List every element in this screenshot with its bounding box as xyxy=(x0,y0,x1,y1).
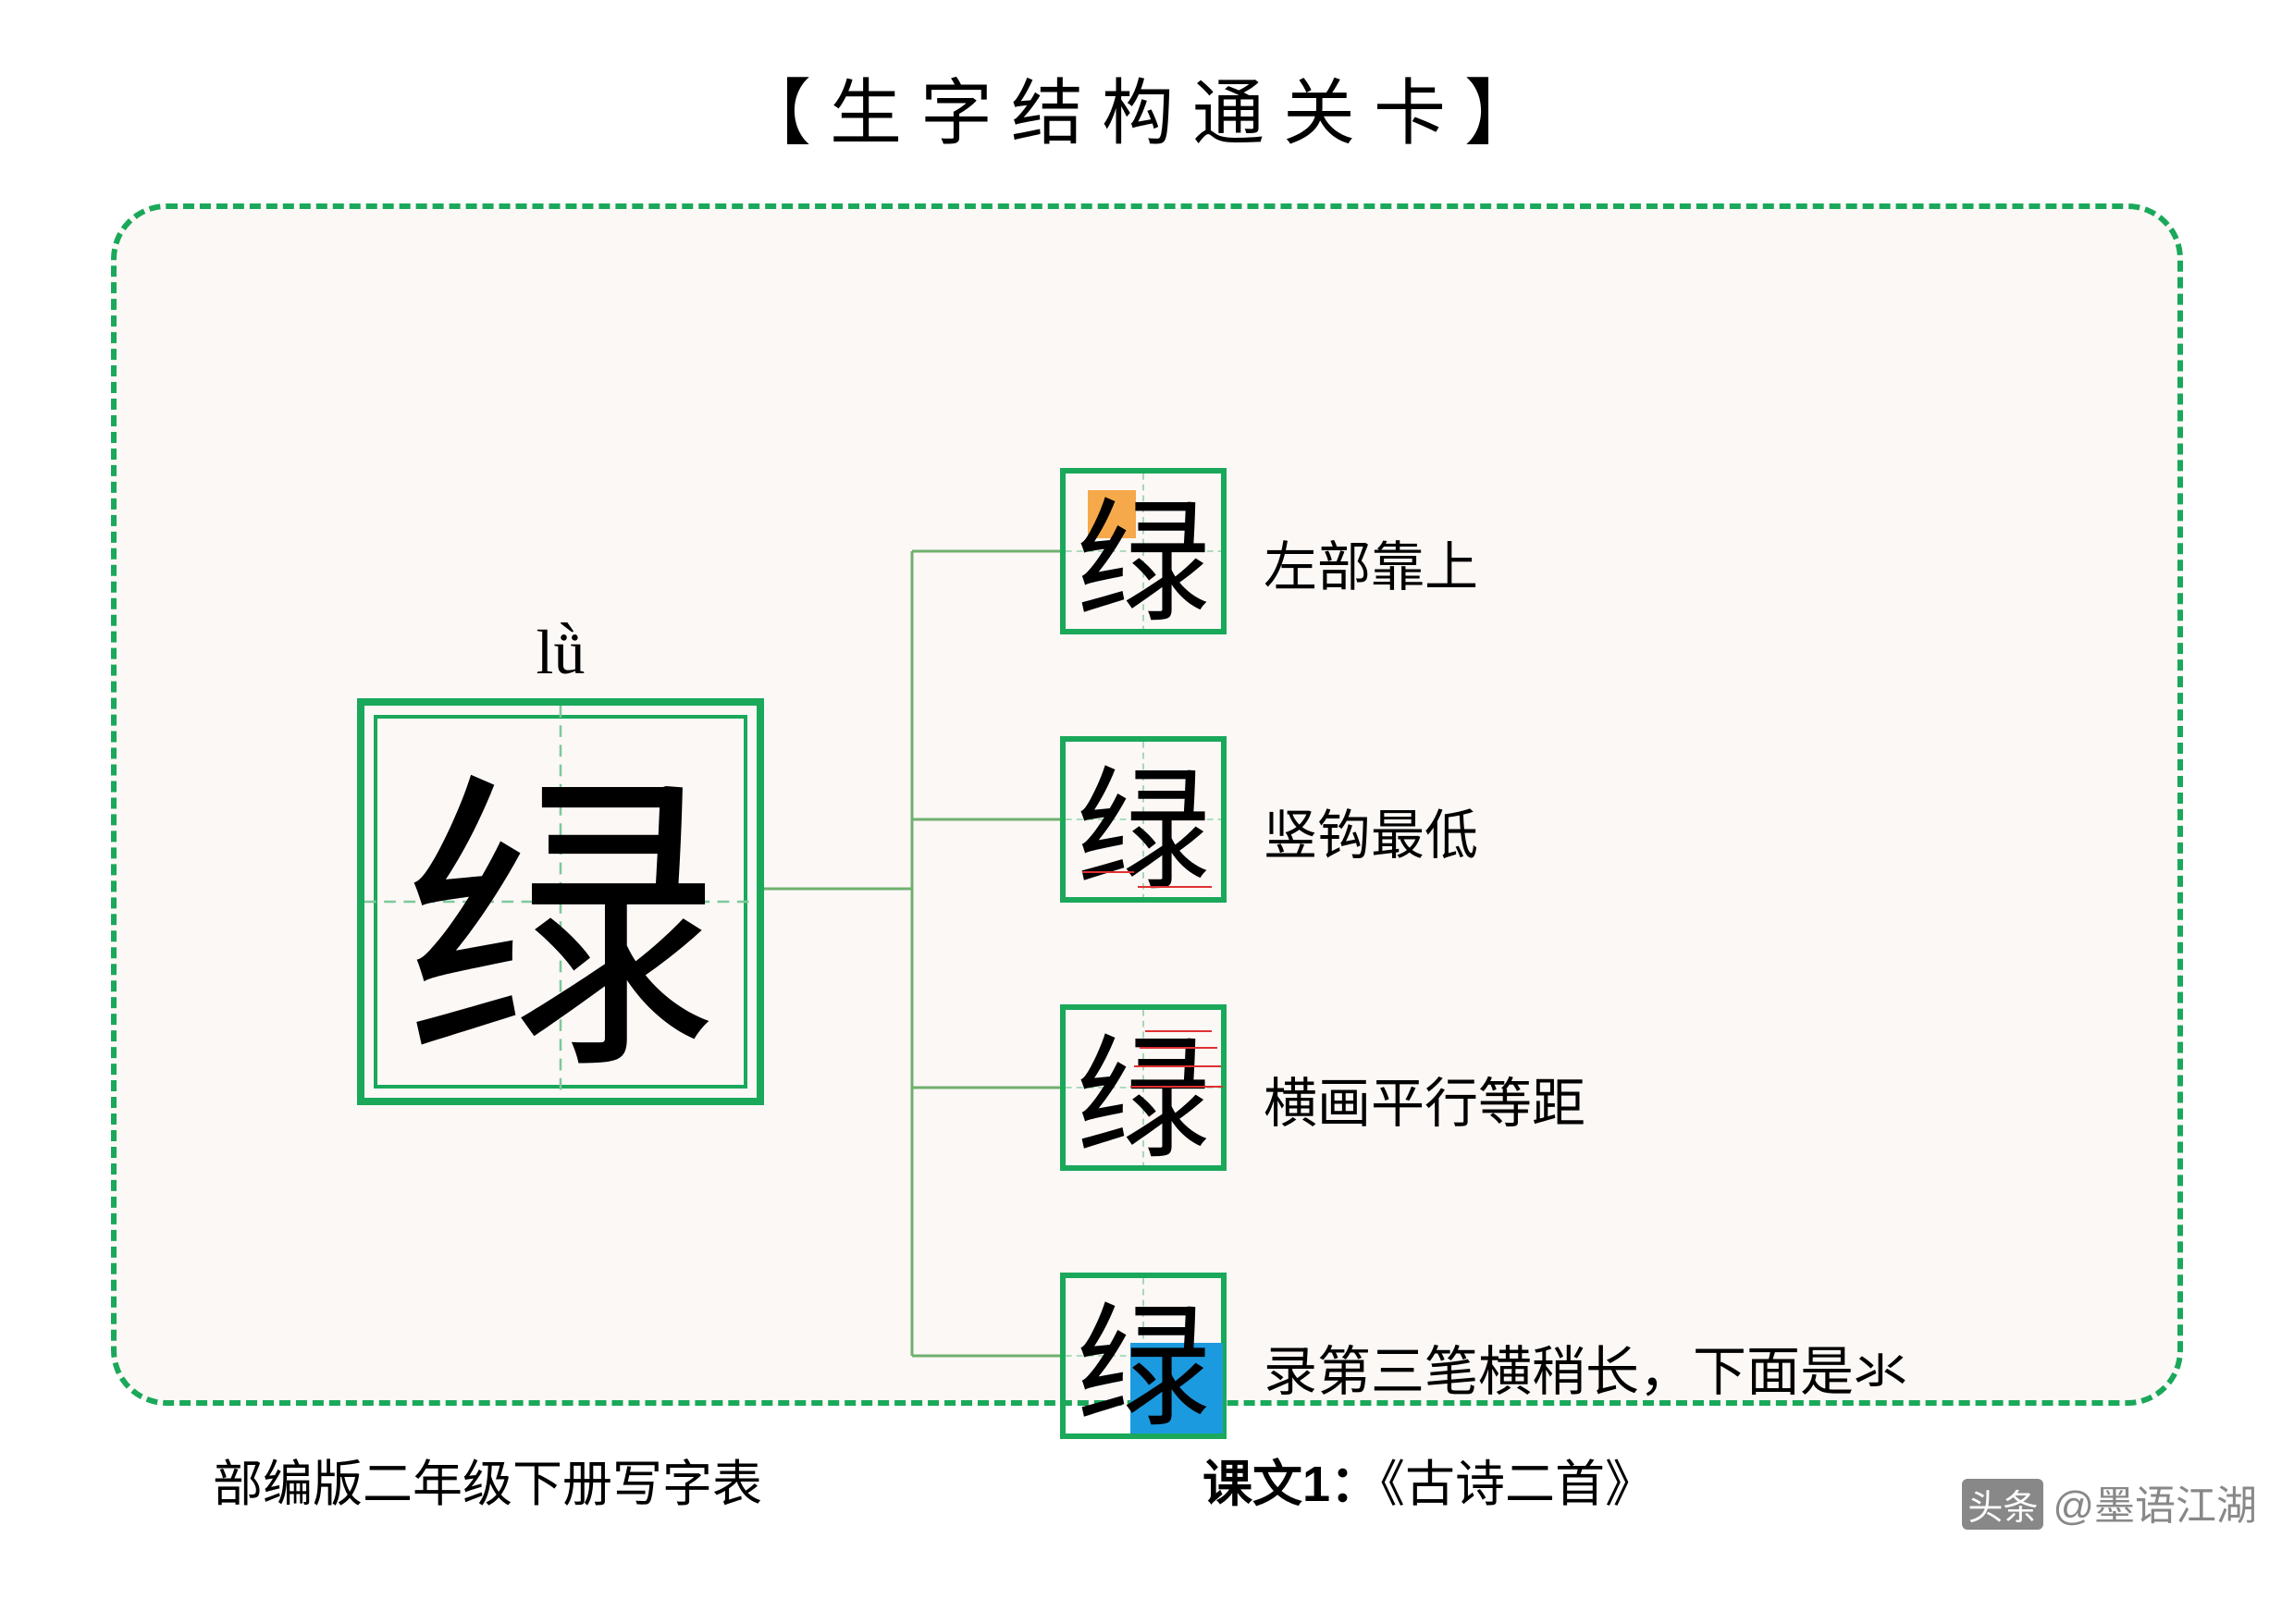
main-character-glyph: 绿 xyxy=(364,706,757,1098)
small-character-glyph: 绿 xyxy=(1066,742,1221,897)
footer-right-text: 课文1：《古诗二首》 xyxy=(1202,1443,1655,1516)
main-character-grid: 绿 xyxy=(357,698,764,1105)
small-character-grid: 绿 xyxy=(1060,1004,1227,1171)
small-character-grid: 绿 xyxy=(1060,736,1227,903)
structure-note: 左部靠上 xyxy=(1264,523,1478,601)
small-character-glyph: 绿 xyxy=(1066,1010,1221,1165)
footer-lesson-label: 课文1： xyxy=(1202,1457,1380,1512)
annotation-line xyxy=(1140,1047,1217,1049)
structure-note: 竖钩最低 xyxy=(1264,792,1478,869)
main-character-block: lǜ 绿 xyxy=(357,616,764,1105)
annotation-line xyxy=(1082,871,1134,873)
small-character-grid: 绿 xyxy=(1060,468,1227,634)
watermark-handle: @墨语江湖 xyxy=(2053,1483,2257,1529)
annotation-line xyxy=(1138,886,1212,888)
small-character-glyph: 绿 xyxy=(1066,474,1221,629)
small-character-grid: 绿 xyxy=(1060,1273,1227,1439)
footer-lesson-title: 《古诗二首》 xyxy=(1380,1457,1655,1512)
annotation-line xyxy=(1130,1086,1223,1088)
annotation-line xyxy=(1134,1065,1221,1067)
watermark: 头条@墨语江湖 xyxy=(1962,1472,2257,1532)
page-title: 【生字结构通关卡】 xyxy=(0,0,2294,159)
footer-left-text: 部编版二年级下册写字表 xyxy=(213,1443,762,1516)
structure-note: 录第三笔横稍长，下面是氺 xyxy=(1264,1328,1907,1406)
structure-note: 横画平行等距 xyxy=(1264,1060,1585,1138)
annotation-line xyxy=(1145,1030,1212,1032)
watermark-badge: 头条 xyxy=(1962,1479,2043,1530)
card-frame: lǜ 绿 绿左部靠上绿竖钩最低绿横画平行等距绿录第三笔横稍长，下面是氺 xyxy=(111,203,2183,1406)
small-character-glyph: 绿 xyxy=(1066,1278,1221,1433)
